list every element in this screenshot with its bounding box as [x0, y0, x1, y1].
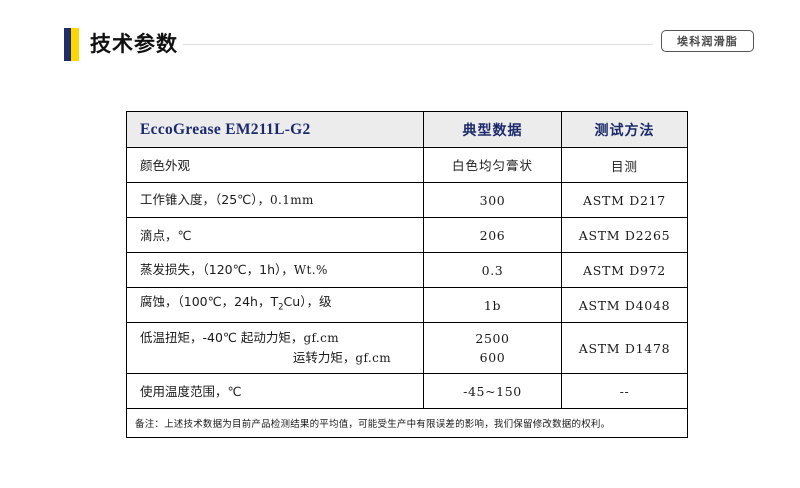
row-property-unit: Wt.% [293, 263, 328, 277]
table-row: 工作锥入度，（25℃），0.1mm 300 ASTM D217 [126, 182, 688, 218]
row-value-label: -45~150 [463, 383, 522, 399]
column-header-product-label: EccoGrease EM211L-G2 [140, 120, 311, 138]
row-property-label: 腐蚀，（100℃，24h，T2Cu），级 [127, 292, 423, 318]
row-property-label: 蒸发损失，（120℃，1h），Wt.% [127, 260, 423, 280]
row-method-cell: -- [561, 373, 688, 409]
row-property-cell: 颜色外观 [126, 147, 424, 183]
row-value-label: 300 [479, 192, 506, 208]
row-method-cell: ASTM D4048 [561, 287, 688, 323]
row-property-text: 工作锥入度，（25℃）， [140, 192, 270, 207]
row-value-label: 白色均匀膏状 [451, 157, 533, 173]
row-property-unit-line2: gf.cm [355, 351, 391, 365]
accent-bar-group [64, 28, 79, 61]
row-method-cell: ASTM D217 [561, 182, 688, 218]
row-property-label: 低温扭矩，-40℃ 起动力矩，gf.cm 运转力矩，gf.cm [127, 328, 423, 368]
column-header-typical-data-label: 典型数据 [462, 122, 523, 139]
table-note-row: 备注：上述技术数据为目前产品检测结果的平均值，可能受生产中有限误差的影响，我们保… [126, 408, 688, 438]
row-property-label: 使用温度范围，℃ [140, 383, 242, 399]
row-method-cell: ASTM D972 [561, 252, 688, 288]
row-property-text-post: Cu），级 [283, 294, 332, 310]
table-head: EccoGrease EM211L-G2 典型数据 测试方法 [126, 111, 688, 148]
table-header-row: EccoGrease EM211L-G2 典型数据 测试方法 [126, 111, 688, 148]
row-value-cell: 白色均匀膏状 [423, 147, 562, 183]
row-property-label: 颜色外观 [140, 157, 191, 173]
row-method-cell: ASTM D1478 [561, 322, 688, 374]
row-property-cell: 工作锥入度，（25℃），0.1mm [126, 182, 424, 218]
table-row: 蒸发损失，（120℃，1h），Wt.% 0.3 ASTM D972 [126, 252, 688, 288]
row-property-label: 滴点，℃ [140, 227, 192, 243]
column-header-typical-data: 典型数据 [423, 111, 562, 148]
row-property-label: 工作锥入度，（25℃），0.1mm [127, 190, 423, 210]
row-method-label: ASTM D217 [583, 192, 666, 208]
row-value-label: 1b [483, 297, 502, 313]
row-value-cell: 1b [423, 287, 562, 323]
row-method-cell: 目测 [561, 147, 688, 183]
spec-table-container: EccoGrease EM211L-G2 典型数据 测试方法 颜色外观 [126, 111, 688, 438]
table-row: 颜色外观 白色均匀膏状 目测 [126, 147, 688, 183]
row-property-line2: 运转力矩，gf.cm [140, 348, 423, 368]
row-property-cell: 腐蚀，（100℃，24h，T2Cu），级 [126, 287, 424, 323]
row-property-cell: 使用温度范围，℃ [126, 373, 424, 409]
column-header-product: EccoGrease EM211L-G2 [126, 111, 424, 148]
row-value-primary: 2500 [475, 331, 510, 346]
table-note-text: 备注：上述技术数据为目前产品检测结果的平均值，可能受生产中有限误差的影响，我们保… [135, 419, 611, 430]
row-value-cell: -45~150 [423, 373, 562, 409]
row-property-unit: 0.1mm [269, 193, 314, 207]
row-value-label: 2500 600 [424, 329, 561, 367]
row-method-label: ASTM D972 [583, 262, 666, 278]
row-method-cell: ASTM D2265 [561, 217, 688, 253]
column-header-test-method-label: 测试方法 [594, 122, 655, 139]
row-value-secondary: 600 [479, 350, 506, 365]
brand-logo: 埃科润滑脂 [661, 30, 754, 52]
table-row: 使用温度范围，℃ -45~150 -- [126, 373, 688, 409]
row-property-subscript: 2 [278, 302, 284, 313]
table-note-cell: 备注：上述技术数据为目前产品检测结果的平均值，可能受生产中有限误差的影响，我们保… [126, 408, 688, 438]
row-value-cell: 2500 600 [423, 322, 562, 374]
slide-header: 技术参数 埃科润滑脂 [0, 0, 800, 90]
row-property-cell: 滴点，℃ [126, 217, 424, 253]
header-divider-rule [183, 44, 653, 45]
table-row: 滴点，℃ 206 ASTM D2265 [126, 217, 688, 253]
table-body: 颜色外观 白色均匀膏状 目测 工作锥入度，（25℃），0.1mm 300 [126, 147, 688, 438]
row-method-label: -- [619, 383, 630, 399]
row-property-text: 低温扭矩，-40℃ 起动力矩， [140, 330, 304, 345]
row-value-cell: 300 [423, 182, 562, 218]
table-row: 腐蚀，（100℃，24h，T2Cu），级 1b ASTM D4048 [126, 287, 688, 323]
brand-logo-text: 埃科润滑脂 [677, 35, 738, 48]
row-method-label: 目测 [610, 158, 638, 174]
row-value-cell: 0.3 [423, 252, 562, 288]
row-property-cell: 蒸发损失，（120℃，1h），Wt.% [126, 252, 424, 288]
row-property-cell: 低温扭矩，-40℃ 起动力矩，gf.cm 运转力矩，gf.cm [126, 322, 424, 374]
row-property-text: 蒸发损失，（120℃，1h）， [140, 262, 294, 277]
row-method-label: ASTM D2265 [578, 227, 671, 243]
accent-bar-navy [64, 28, 71, 61]
row-property-text: 腐蚀，（100℃，24h，T [140, 294, 279, 310]
row-method-label: ASTM D4048 [578, 297, 671, 313]
row-value-cell: 206 [423, 217, 562, 253]
row-property-unit: gf.cm [303, 331, 340, 345]
row-property-text-line2: 运转力矩， [292, 350, 356, 365]
table-row: 低温扭矩，-40℃ 起动力矩，gf.cm 运转力矩，gf.cm 2500 600 A… [126, 322, 688, 374]
technical-parameters-table: EccoGrease EM211L-G2 典型数据 测试方法 颜色外观 [126, 111, 688, 438]
page-title: 技术参数 [90, 32, 178, 56]
accent-bar-gold [71, 28, 79, 61]
row-method-label: ASTM D1478 [578, 340, 671, 356]
row-value-label: 0.3 [481, 262, 504, 278]
column-header-test-method: 测试方法 [561, 111, 688, 148]
row-value-label: 206 [479, 227, 506, 243]
